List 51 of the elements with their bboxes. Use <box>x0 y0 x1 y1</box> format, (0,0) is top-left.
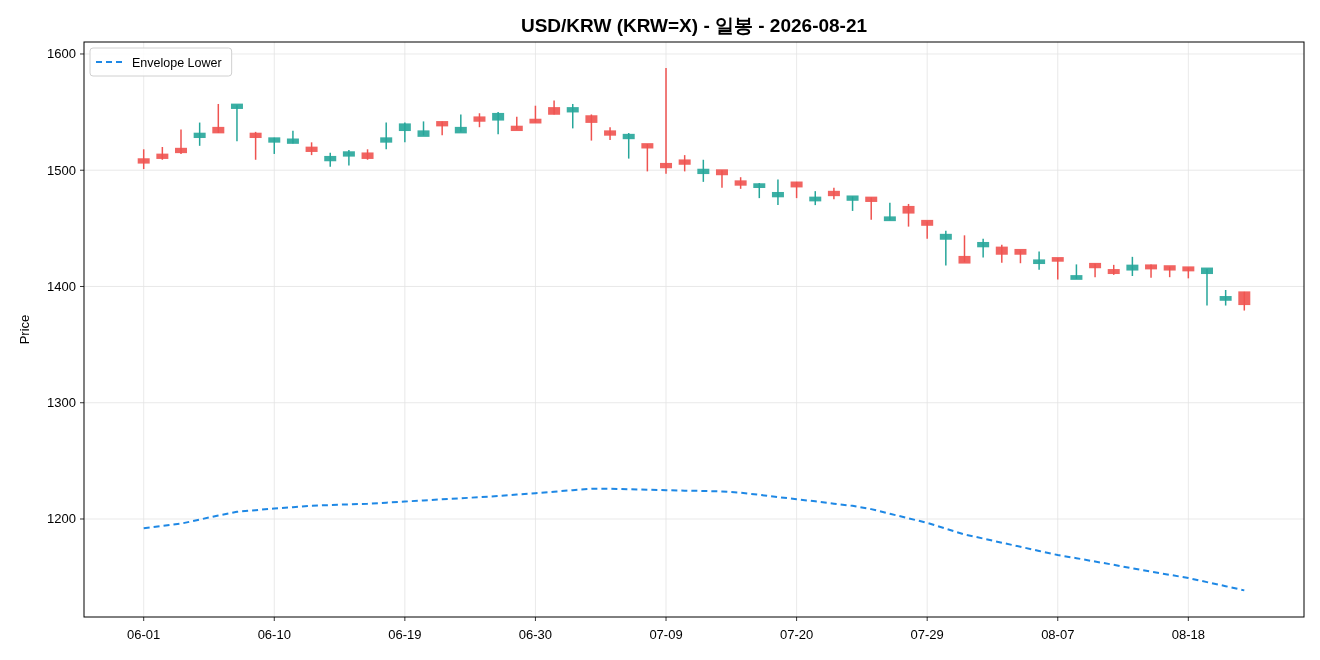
candlestick <box>902 203 915 228</box>
candlestick <box>1238 291 1251 312</box>
candlestick <box>771 178 784 206</box>
x-tick-label: 06-30 <box>518 627 553 642</box>
y-tick-label: 1400 <box>47 278 76 294</box>
candlestick <box>1201 267 1213 307</box>
x-tick-label: 06-10 <box>257 627 291 642</box>
x-tick-label: 08-18 <box>1171 627 1205 642</box>
candlestick <box>977 238 990 259</box>
x-tick-label: 07-20 <box>779 627 814 642</box>
candlestick <box>660 67 673 175</box>
y-tick-label: 1300 <box>47 395 76 411</box>
candlestick <box>715 169 728 189</box>
candlestick <box>230 103 243 142</box>
chart-title: USD/KRW (KRW=X) - 일봉 - 2026-08-21 <box>520 15 868 36</box>
candlestick <box>566 103 579 130</box>
candlestick <box>585 113 598 142</box>
legend-label: Envelope Lower <box>132 55 222 70</box>
x-tick-label: 07-09 <box>649 627 683 642</box>
candlestick <box>492 111 505 135</box>
line-series <box>142 487 1246 592</box>
y-tick-label: 1500 <box>47 162 76 178</box>
candlestick <box>1051 257 1064 281</box>
candlestick <box>641 143 654 173</box>
y-tick-label: 1200 <box>47 511 76 527</box>
candlestick <box>995 243 1008 264</box>
candlestick <box>1033 250 1046 271</box>
candlestick <box>958 234 971 264</box>
candlestick <box>622 132 635 160</box>
x-tick-label: 07-29 <box>910 627 944 642</box>
candlestick <box>1089 262 1102 278</box>
candlestick <box>697 159 710 183</box>
candlestick <box>212 103 225 134</box>
candlestick <box>137 148 150 170</box>
candlestick <box>380 121 393 151</box>
candlestick <box>921 219 934 240</box>
candlestick <box>1126 256 1139 277</box>
y-tick-label: 1600 <box>47 46 76 62</box>
candlestick <box>1145 263 1158 279</box>
candlestick <box>510 116 523 132</box>
candlestick <box>193 121 206 147</box>
candlestick <box>865 196 878 221</box>
x-tick-label: 08-07 <box>1041 627 1075 642</box>
candlestick <box>249 131 262 161</box>
x-tick-label: 06-19 <box>388 627 422 642</box>
candlestick <box>883 202 896 222</box>
candlestick <box>454 113 467 134</box>
y-axis-title: Price <box>17 314 32 345</box>
candlestick <box>939 229 952 267</box>
x-tick-label: 06-01 <box>127 627 161 642</box>
candlestick <box>175 128 187 155</box>
